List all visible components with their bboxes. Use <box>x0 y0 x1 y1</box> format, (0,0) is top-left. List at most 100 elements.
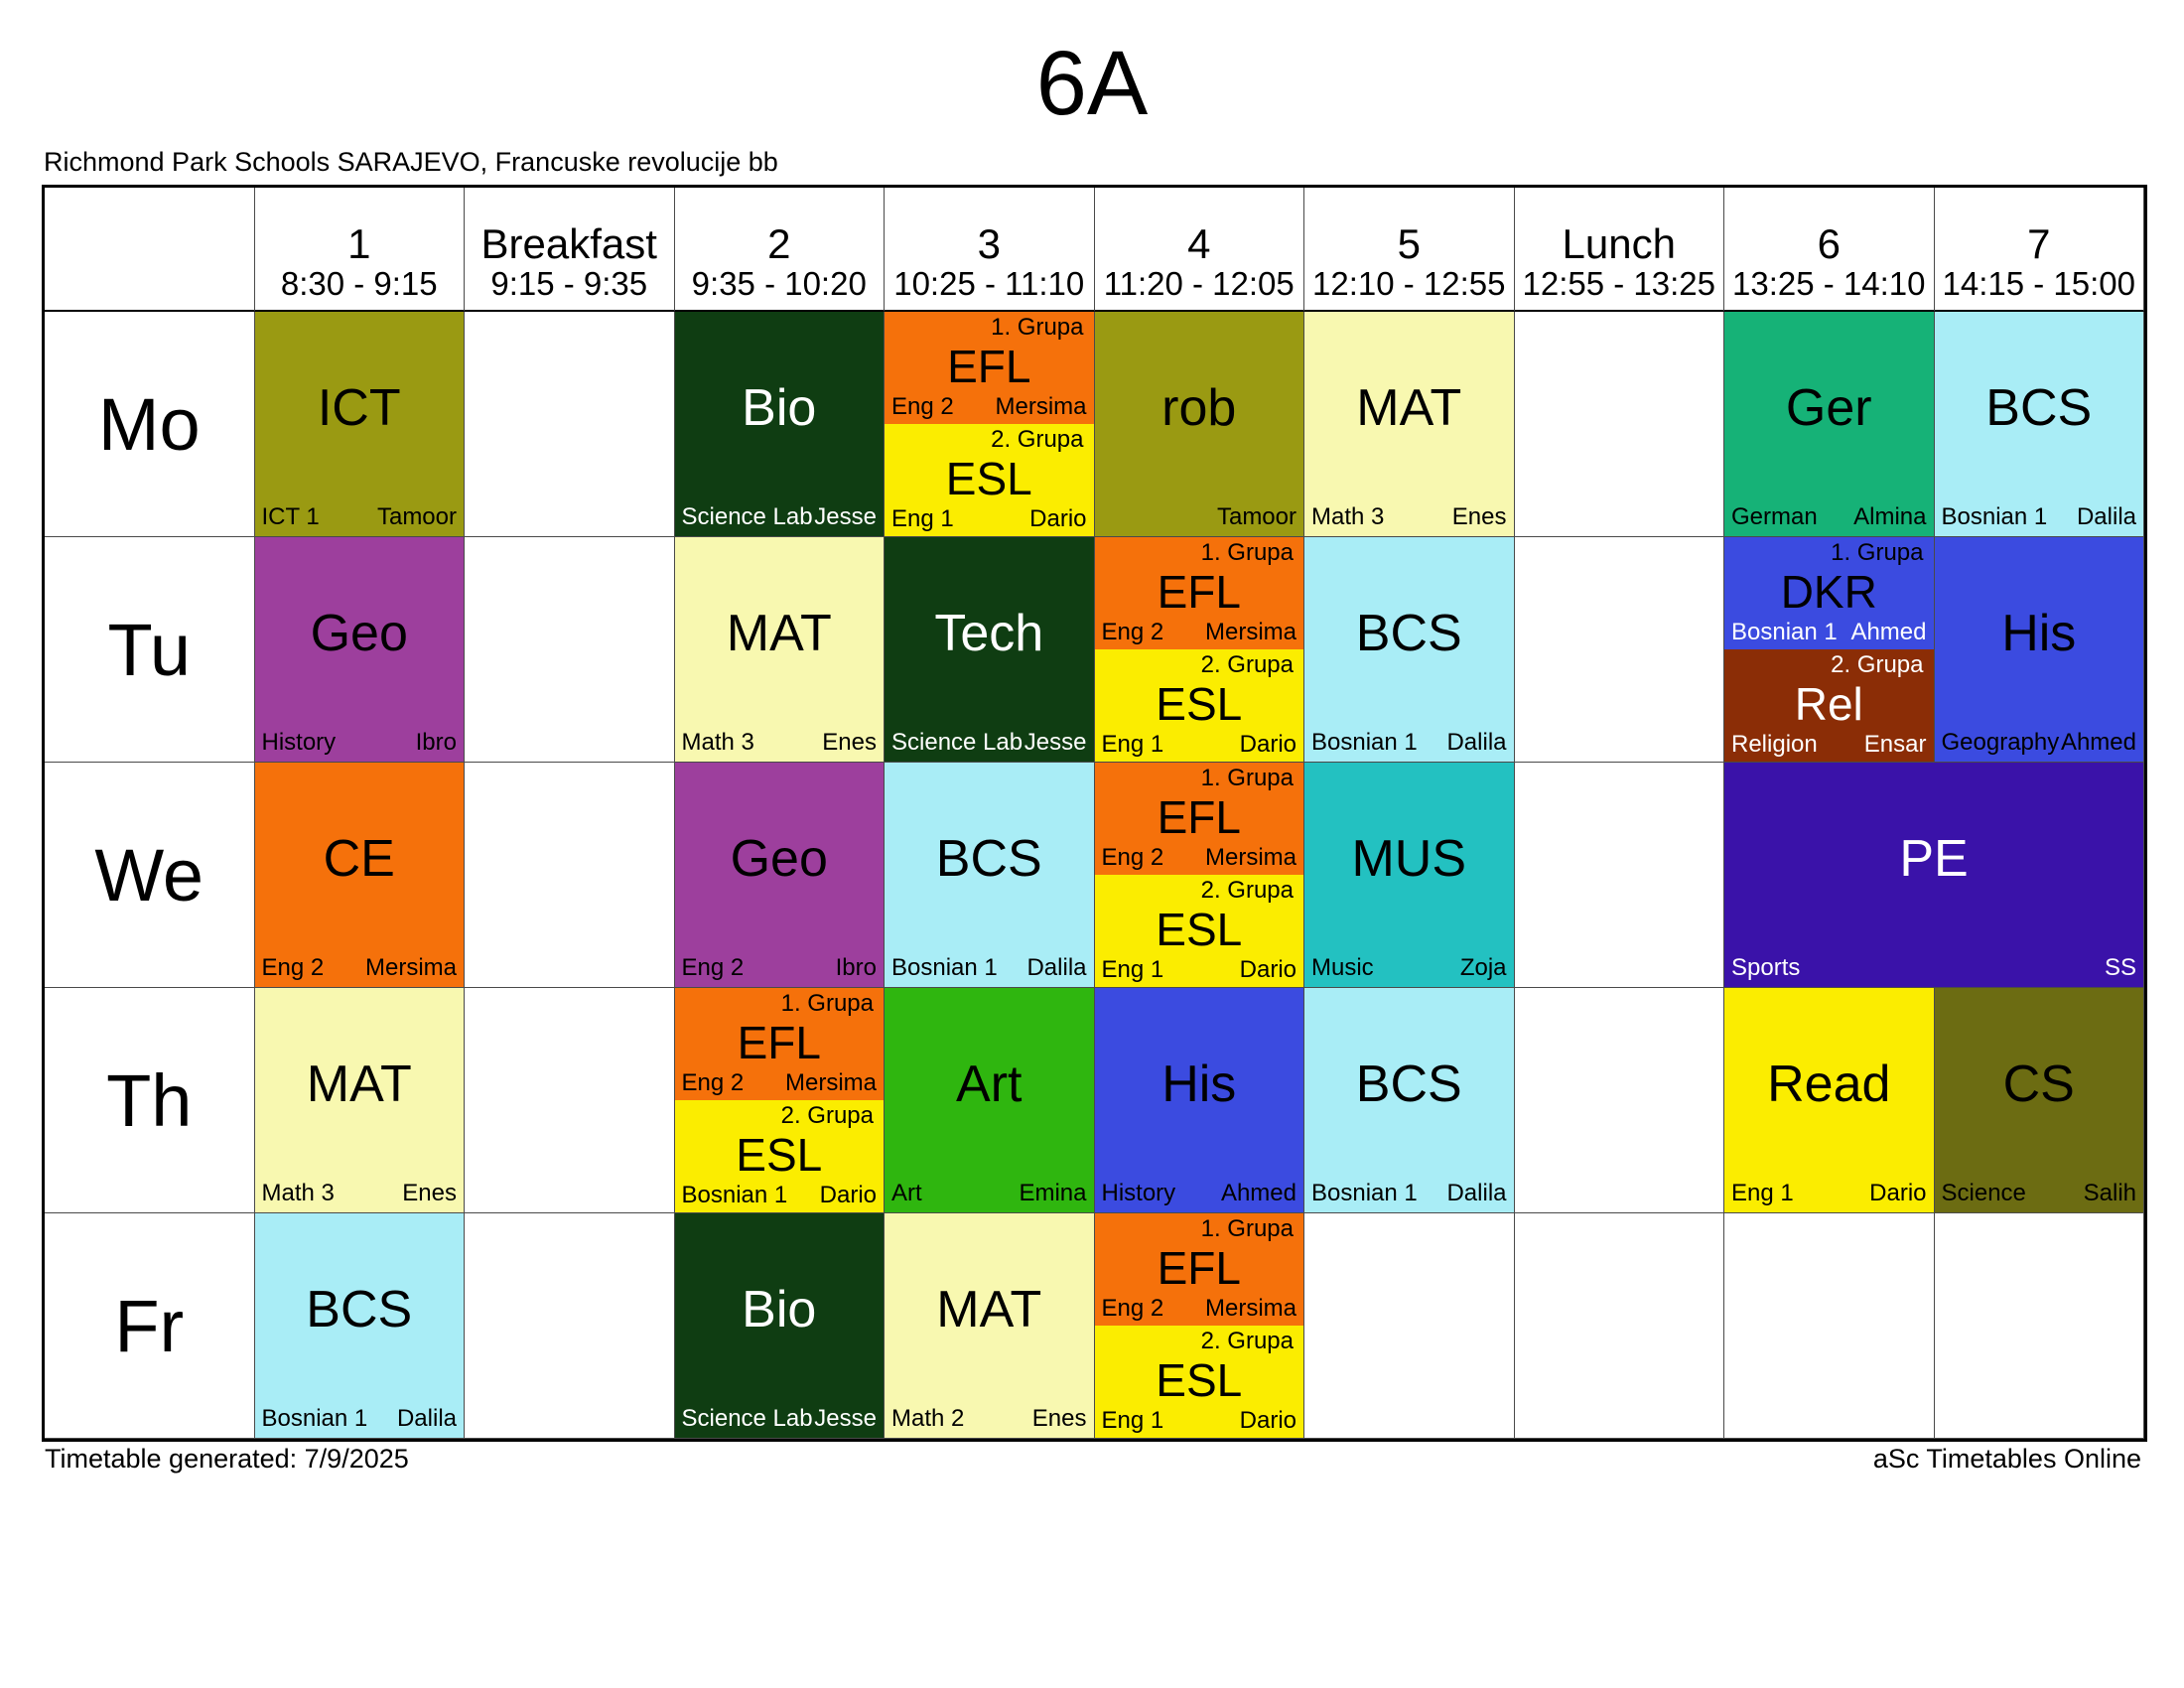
lesson-group-half: 1. Grupa EFL Eng 2 Mersima <box>885 312 1094 424</box>
room-label: Eng 1 <box>891 504 954 532</box>
teacher-label: Enes <box>1451 502 1507 530</box>
subject-abbr: Tech <box>934 604 1044 662</box>
empty-cell <box>1304 1213 1515 1439</box>
subject-abbr: MAT <box>1356 378 1462 437</box>
group-label: 1. Grupa <box>991 314 1084 341</box>
period-header: 7 14:15 - 15:00 <box>1934 188 2144 312</box>
lesson-footer: ICT 1 Tamoor <box>255 502 465 536</box>
room-label: Eng 2 <box>1101 843 1164 871</box>
room-label: Geography <box>1941 728 2060 756</box>
teacher-label: Ibro <box>835 953 877 981</box>
subject-abbr: Ger <box>1785 378 1872 437</box>
lesson-footer: Math 3 Enes <box>255 1180 465 1212</box>
period-time: 10:25 - 11:10 <box>893 264 1085 302</box>
day-label: Mo <box>45 312 255 537</box>
teacher-label: Mersima <box>1204 1294 1297 1322</box>
empty-cell <box>1934 1213 2144 1439</box>
room-label: Eng 1 <box>1101 955 1164 983</box>
teacher-label: Mersima <box>784 1068 877 1096</box>
subject-abbr: DKR <box>1780 565 1877 618</box>
day-label: We <box>45 763 255 988</box>
page-title: 6A <box>1035 33 1149 134</box>
teacher-label: Dario <box>1869 1179 1927 1206</box>
lesson-cell: MAT Math 3 Enes <box>1304 312 1515 537</box>
empty-cell <box>1514 763 1724 988</box>
lesson-footer: Bosnian 1 Dalila <box>1935 502 2144 536</box>
period-time: 8:30 - 9:15 <box>280 264 438 302</box>
room-label: Science Lab <box>891 728 1024 756</box>
day-label: Th <box>45 988 255 1213</box>
teacher-label: Enes <box>1031 1404 1087 1432</box>
lesson-cell: His Geography Ahmed <box>1934 537 2144 763</box>
room-label: Math 3 <box>681 728 754 756</box>
lesson-group-half: 1. Grupa EFL Eng 2 Mersima <box>1094 1213 1303 1326</box>
empty-cell <box>465 1213 675 1439</box>
group-label: 2. Grupa <box>991 426 1084 453</box>
room-label: Bosnian 1 <box>681 1181 788 1208</box>
generated-date: Timetable generated: 7/9/2025 <box>45 1444 409 1474</box>
room-label: Eng 2 <box>261 953 325 981</box>
lesson-footer: Eng 1 Dario <box>1095 730 1304 762</box>
subject-abbr: MAT <box>936 1280 1042 1338</box>
teacher-label: Dalila <box>2076 502 2136 530</box>
subject-abbr: ESL <box>945 452 1032 504</box>
period-time: 12:10 - 12:55 <box>1312 264 1506 302</box>
lesson-cell: Tech Science Lab Jesse <box>885 537 1095 763</box>
group-label: 2. Grupa <box>1831 651 1924 678</box>
subject-abbr: CE <box>323 829 395 888</box>
subject-abbr: EFL <box>1157 790 1241 843</box>
empty-cell <box>1514 1213 1724 1439</box>
lesson-footer: Math 3 Enes <box>1304 502 1514 536</box>
lesson-footer: Bosnian 1 Dalila <box>1304 729 1514 762</box>
teacher-label: Ahmed <box>2060 728 2136 756</box>
teacher-label: Tamoor <box>1216 502 1297 530</box>
lesson-cell: Bio Science Lab Jesse <box>674 312 885 537</box>
group-label: 2. Grupa <box>1200 651 1294 678</box>
subject-abbr: ESL <box>1156 677 1243 730</box>
room-label: Eng 2 <box>1101 618 1164 645</box>
lesson-footer: Bosnian 1 Ahmed <box>1724 619 1934 649</box>
empty-cell <box>465 763 675 988</box>
empty-cell <box>465 312 675 537</box>
subject-abbr: MUS <box>1351 829 1467 888</box>
teacher-label: Jesse <box>814 1404 877 1432</box>
subject-abbr: Read <box>1767 1055 1891 1113</box>
lesson-cell: PE Sports SS <box>1724 763 2144 988</box>
lesson-footer: Eng 1 Dario <box>885 504 1094 536</box>
room-label: Eng 1 <box>1101 730 1164 758</box>
lesson-cell: BCS Bosnian 1 Dalila <box>885 763 1095 988</box>
lesson-group-half: 2. Grupa ESL Eng 1 Dario <box>885 424 1094 536</box>
room-label: Sports <box>1731 953 1801 981</box>
lesson-cell-split: 1. Grupa EFL Eng 2 Mersima 2. Grupa ESL Eng 1 D… <box>1094 763 1304 988</box>
subject-abbr: CS <box>2002 1055 2075 1113</box>
lesson-footer: Eng 1 Dario <box>1095 955 1304 987</box>
room-label: Music <box>1311 953 1374 981</box>
teacher-label: Mersima <box>1204 843 1297 871</box>
lesson-footer: Bosnian 1 Dalila <box>255 1405 465 1438</box>
teacher-label: Tamoor <box>376 502 457 530</box>
teacher-label: Emina <box>1019 1179 1087 1206</box>
subject-abbr: ESL <box>736 1128 823 1181</box>
lesson-footer: Eng 2 Mersima <box>675 1068 885 1100</box>
group-label: 1. Grupa <box>780 990 874 1017</box>
room-label: ICT 1 <box>261 502 320 530</box>
room-label: Science Lab <box>681 502 813 530</box>
lesson-footer: Geography Ahmed <box>1935 728 2144 762</box>
lesson-footer: Science Salih <box>1935 1180 2144 1212</box>
lesson-group-half: 1. Grupa EFL Eng 2 Mersima <box>674 988 885 1100</box>
lesson-footer: Math 3 Enes <box>675 728 885 762</box>
lesson-cell: Art Art Emina <box>885 988 1095 1213</box>
empty-cell <box>1514 537 1724 763</box>
teacher-label: Dario <box>1239 1406 1297 1434</box>
teacher-label: Enes <box>822 728 877 756</box>
teacher-label: Jesse <box>1024 728 1087 756</box>
teacher-label: Ensar <box>1863 730 1927 758</box>
grid-corner <box>45 188 255 312</box>
subject-abbr: MAT <box>306 1055 412 1113</box>
period-time: 12:55 - 13:25 <box>1522 264 1716 302</box>
teacher-label: Zoja <box>1459 953 1507 981</box>
room-label: Eng 1 <box>1101 1406 1164 1434</box>
day-label: Tu <box>45 537 255 763</box>
group-label: 2. Grupa <box>1200 877 1294 904</box>
group-label: 1. Grupa <box>1831 539 1924 566</box>
